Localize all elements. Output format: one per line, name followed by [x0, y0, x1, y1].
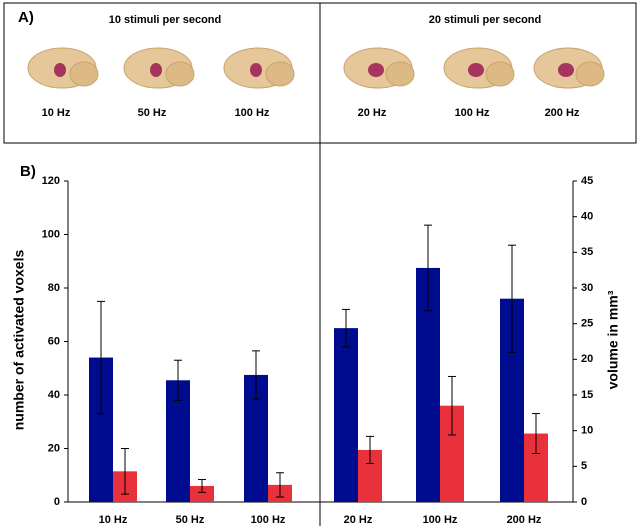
y2-tick-label: 5	[581, 460, 587, 472]
y2-tick-label: 0	[581, 496, 587, 508]
error-bar	[424, 224, 432, 312]
y2-tick-label: 30	[581, 282, 593, 294]
activation	[468, 63, 484, 77]
error-bar	[198, 479, 206, 493]
brain-shape	[485, 61, 515, 87]
panel-label: A)	[18, 9, 34, 26]
error-bar	[121, 448, 129, 495]
error-bar	[342, 308, 350, 348]
stimulus-label: 100 Hz	[455, 107, 490, 119]
activation	[150, 63, 162, 77]
brain-shape	[575, 61, 605, 87]
y-tick-label: 100	[42, 228, 60, 240]
brain-shape	[69, 61, 99, 87]
x-tick-label: 100 Hz	[251, 514, 286, 526]
panel-label: B)	[20, 163, 36, 180]
x-tick-label: 200 Hz	[507, 514, 542, 526]
error-bar	[97, 300, 105, 415]
error-bar	[366, 435, 374, 464]
y2-tick-label: 25	[581, 318, 593, 330]
brain-image	[223, 47, 295, 89]
error-bar	[532, 413, 540, 454]
y-tick-label: 0	[54, 496, 60, 508]
y-axis-label: number of activated voxels	[11, 250, 27, 431]
y2-tick-label: 10	[581, 425, 593, 437]
brain-shape	[385, 61, 415, 87]
activation	[368, 63, 384, 77]
activation	[558, 63, 574, 77]
brain-image	[123, 47, 195, 89]
brain-image	[443, 47, 515, 89]
error-bar	[276, 472, 284, 498]
y2-tick-label: 20	[581, 353, 593, 365]
bar	[334, 328, 358, 502]
y2-axis-label: volume in mm³	[605, 290, 621, 389]
brain-shape	[265, 61, 295, 87]
y2-tick-label: 15	[581, 389, 593, 401]
activation	[250, 63, 262, 77]
y-tick-label: 20	[48, 442, 60, 454]
x-tick-label: 100 Hz	[423, 514, 458, 526]
x-tick-label: 50 Hz	[176, 514, 205, 526]
y-tick-label: 40	[48, 389, 60, 401]
stimulus-label: 100 Hz	[235, 107, 270, 119]
error-bar	[174, 359, 182, 401]
y-tick-label: 60	[48, 335, 60, 347]
brain-image	[27, 47, 99, 89]
brain-image	[533, 47, 605, 89]
y2-tick-label: 45	[581, 175, 593, 187]
brain-image	[343, 47, 415, 89]
error-bar	[252, 350, 260, 400]
y2-tick-label: 35	[581, 246, 593, 258]
y-tick-label: 80	[48, 282, 60, 294]
activation	[54, 63, 66, 77]
brain-shape	[165, 61, 195, 87]
y-tick-label: 120	[42, 175, 60, 187]
stimulus-label: 20 Hz	[358, 107, 387, 119]
stimulus-label: 50 Hz	[138, 107, 167, 119]
y2-tick-label: 40	[581, 211, 593, 223]
error-bar	[508, 244, 516, 353]
x-tick-label: 20 Hz	[344, 514, 373, 526]
stimulus-label: 200 Hz	[545, 107, 580, 119]
error-bar	[448, 375, 456, 436]
group-title: 20 stimuli per second	[429, 14, 541, 26]
bar	[190, 485, 214, 502]
x-tick-label: 10 Hz	[99, 514, 128, 526]
group-title: 10 stimuli per second	[109, 14, 221, 26]
stimulus-label: 10 Hz	[42, 107, 71, 119]
